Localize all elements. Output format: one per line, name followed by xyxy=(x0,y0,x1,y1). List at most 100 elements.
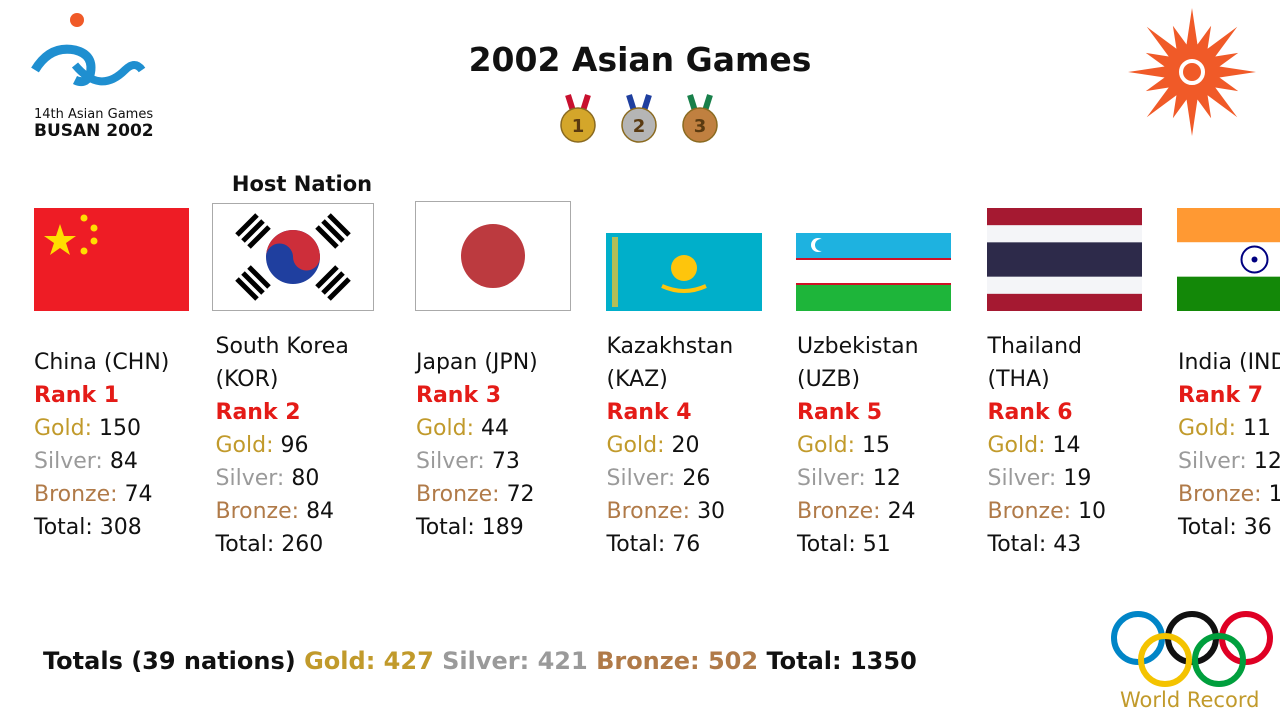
stat-row: Bronze: 10 xyxy=(988,495,1173,528)
stat-value: 74 xyxy=(124,482,153,507)
stat-value: 72 xyxy=(506,482,535,507)
stat-label: Total: xyxy=(416,515,475,540)
stat-value: 80 xyxy=(291,465,320,491)
nation-rank: Rank 2 xyxy=(215,399,301,425)
title: 2002 Asian Games xyxy=(468,40,812,79)
stat-value: 44 xyxy=(481,416,509,441)
footer-value: 1350 xyxy=(849,647,917,675)
nation-name: Thailand (THA) xyxy=(987,333,1082,392)
stat-label: Total: xyxy=(215,531,275,557)
stat-value: 51 xyxy=(862,531,891,557)
stat-label: Total: xyxy=(987,531,1047,557)
host-label: Host Nation xyxy=(231,172,373,196)
stat-label: Gold: xyxy=(34,416,92,441)
footer-prefix: Totals (39 nations) xyxy=(43,647,296,675)
medal xyxy=(682,107,718,143)
stat-value: 36 xyxy=(1243,515,1272,540)
stat-row: Bronze: 13 xyxy=(1178,478,1280,511)
nation-rank: Rank 5 xyxy=(797,399,883,425)
nation-name: Uzbekistan (UZB) xyxy=(797,333,919,392)
flag-box xyxy=(605,195,762,311)
stat-label: Gold: xyxy=(987,432,1046,458)
busan-logo xyxy=(31,13,146,87)
stat-value: 12 xyxy=(1253,449,1280,474)
flag xyxy=(1177,208,1280,311)
stat-label: Silver: xyxy=(215,465,285,491)
stat-value: 10 xyxy=(1078,498,1107,524)
stat-row: Total: 189 xyxy=(416,511,601,544)
stat-value: 30 xyxy=(697,498,726,524)
stat-row: Total: 36 xyxy=(1178,511,1280,544)
stat-row: Silver: 73 xyxy=(416,445,601,478)
stat-value: 20 xyxy=(671,432,700,458)
stat-value: 24 xyxy=(887,498,916,524)
stat-value: 15 xyxy=(862,432,890,458)
nation-card: Uzbekistan (UZB) Rank 5 Gold: 15 Silver: 12… xyxy=(797,300,982,590)
stat-label: Total: xyxy=(606,531,666,557)
nation-name: Kazakhstan (KAZ) xyxy=(606,333,734,392)
nation-card: China (CHN) Rank 1 Gold: 150 Silver: 84 Bron… xyxy=(34,300,219,590)
flag xyxy=(986,208,1142,311)
nation-name: South Korea (KOR) xyxy=(215,333,349,392)
stat-value: 189 xyxy=(481,515,524,540)
stat-label: Total: xyxy=(34,515,93,540)
stat-row: Total: 260 xyxy=(216,528,401,561)
flag-box xyxy=(796,195,951,311)
stat-label: Bronze: xyxy=(1178,482,1262,507)
logo-line: 14th Asian Games xyxy=(34,107,154,122)
flag-box xyxy=(415,195,571,311)
flag-box xyxy=(986,195,1142,311)
stat-row: Bronze: 84 xyxy=(216,495,401,528)
medal-number: 1 xyxy=(572,116,585,137)
footer-value: 421 xyxy=(537,647,588,675)
stat-value: 84 xyxy=(109,449,138,474)
stat-row: Total: 51 xyxy=(797,528,982,561)
stat-value: 73 xyxy=(491,449,520,474)
watermark: World Record xyxy=(1120,688,1260,712)
flag xyxy=(415,201,571,311)
stat-row: Total: 308 xyxy=(34,511,219,544)
sun-rays xyxy=(1128,8,1256,136)
stat-label: Gold: xyxy=(797,432,855,458)
stat-value: 11 xyxy=(1243,416,1271,441)
stat-label: Bronze: xyxy=(606,498,691,524)
stat-row: Gold: 150 xyxy=(34,412,219,445)
stat-label: Silver: xyxy=(416,449,485,474)
stat-row: Total: 76 xyxy=(607,528,792,561)
footer: Totals (39 nations) Gold: 427 Silver: 42… xyxy=(43,647,917,675)
footer-label: Silver: xyxy=(442,647,530,675)
nation-card: South Korea (KOR) Rank 2 Gold: 96 Silver: 8… xyxy=(216,300,401,590)
stat-value: 12 xyxy=(872,465,901,491)
stat-row: Gold: 20 xyxy=(607,429,792,462)
stat-label: Total: xyxy=(1178,515,1237,540)
stat-row: Gold: 14 xyxy=(988,429,1173,462)
nation-card: Japan (JPN) Rank 3 Gold: 44 Silver: 73 Bronz… xyxy=(416,300,601,590)
stat-value: 76 xyxy=(672,531,701,557)
stat-value: 260 xyxy=(281,531,324,557)
stat-row: Silver: 26 xyxy=(607,462,792,495)
stat-row: Bronze: 74 xyxy=(34,478,219,511)
medals: 1 2 3 xyxy=(560,94,718,143)
stat-row: Bronze: 24 xyxy=(797,495,982,528)
stat-value: 43 xyxy=(1053,531,1082,557)
footer-value: 502 xyxy=(707,647,759,675)
stat-row: Bronze: 30 xyxy=(607,495,792,528)
stat-row: Silver: 19 xyxy=(988,462,1173,495)
footer-label: Total: xyxy=(766,647,842,675)
footer-label: Gold: xyxy=(304,647,376,675)
medal-number: 3 xyxy=(694,116,707,137)
stat-label: Bronze: xyxy=(797,498,881,524)
stat-label: Silver: xyxy=(987,465,1057,491)
stat-label: Gold: xyxy=(606,432,665,458)
nation-name: India (IND) xyxy=(1178,350,1280,375)
stat-value: 14 xyxy=(1052,432,1081,458)
stat-row: Gold: 96 xyxy=(216,429,401,462)
flag xyxy=(605,233,762,311)
stat-row: Silver: 12 xyxy=(1178,445,1280,478)
stat-label: Silver: xyxy=(606,465,676,491)
logo-line: BUSAN 2002 xyxy=(34,121,154,141)
flag xyxy=(211,203,374,311)
footer-value: 427 xyxy=(383,647,434,675)
